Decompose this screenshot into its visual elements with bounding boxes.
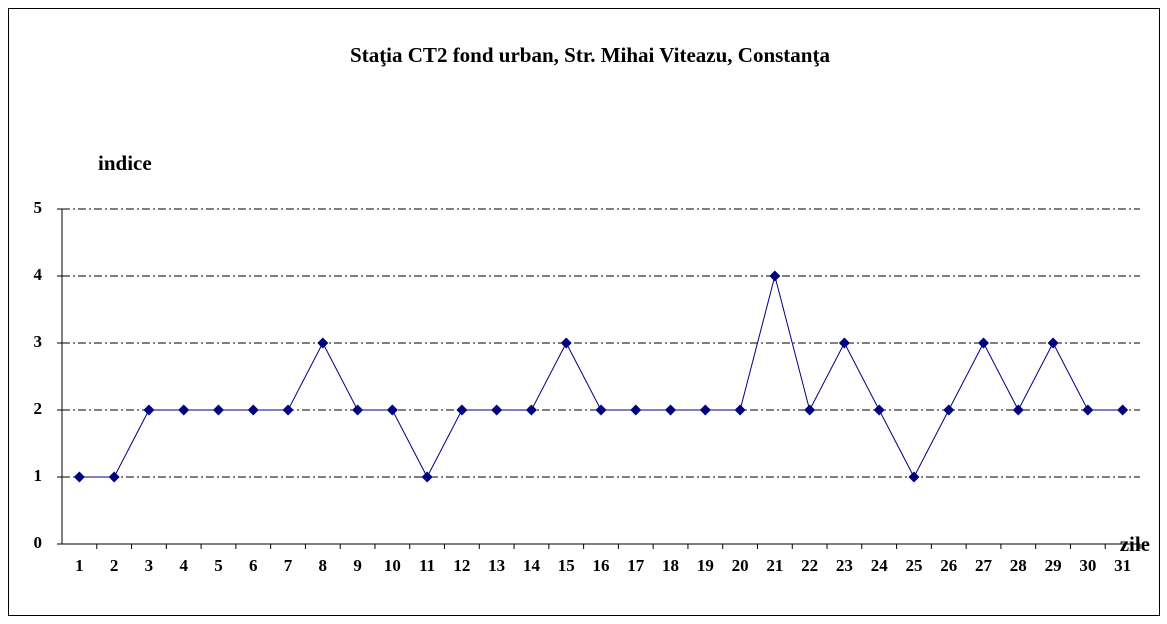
frame	[8, 8, 1160, 616]
x-tick-label: 1	[75, 556, 84, 575]
y-tick-label: 5	[34, 198, 43, 217]
x-tick-label: 24	[871, 556, 889, 575]
point	[491, 404, 503, 416]
x-tick-label: 28	[1010, 556, 1027, 575]
point	[1082, 404, 1094, 416]
point	[421, 471, 433, 483]
point	[352, 404, 364, 416]
point	[143, 404, 155, 416]
x-tick-label: 18	[662, 556, 679, 575]
x-tick-label: 23	[836, 556, 853, 575]
chart-title: Staţia CT2 fond urban, Str. Mihai Viteaz…	[350, 43, 830, 67]
point	[838, 337, 850, 349]
x-tick-label: 5	[214, 556, 223, 575]
x-tick-label: 8	[319, 556, 328, 575]
x-tick-label: 17	[627, 556, 645, 575]
point	[978, 337, 990, 349]
point	[769, 270, 781, 282]
point	[560, 337, 572, 349]
point	[73, 471, 85, 483]
point	[212, 404, 224, 416]
point	[908, 471, 920, 483]
x-tick-label: 19	[697, 556, 714, 575]
point	[108, 471, 120, 483]
x-tick-label: 25	[905, 556, 922, 575]
x-tick-label: 9	[353, 556, 362, 575]
x-tick-label: 22	[801, 556, 818, 575]
x-tick-label: 20	[732, 556, 749, 575]
x-tick-label: 27	[975, 556, 993, 575]
x-tick-label: 26	[940, 556, 957, 575]
point	[630, 404, 642, 416]
y-tick-label: 0	[34, 533, 43, 552]
x-tick-label: 31	[1114, 556, 1131, 575]
x-tick-label: 7	[284, 556, 293, 575]
x-tick-label: 21	[766, 556, 783, 575]
point	[386, 404, 398, 416]
point	[1047, 337, 1059, 349]
x-tick-label: 13	[488, 556, 505, 575]
x-tick-label: 6	[249, 556, 258, 575]
y-tick-label: 3	[34, 332, 43, 351]
point	[943, 404, 955, 416]
y-axis-label: indice	[98, 151, 152, 175]
point	[699, 404, 711, 416]
point	[456, 404, 468, 416]
x-tick-label: 14	[523, 556, 541, 575]
y-tick-label: 1	[34, 466, 43, 485]
y-tick-label: 4	[34, 265, 43, 284]
x-tick-label: 29	[1045, 556, 1062, 575]
point	[282, 404, 294, 416]
x-tick-label: 4	[179, 556, 188, 575]
x-tick-label: 30	[1079, 556, 1096, 575]
y-tick-label: 2	[34, 399, 43, 418]
point	[595, 404, 607, 416]
point	[317, 337, 329, 349]
x-tick-label: 11	[419, 556, 435, 575]
point	[1012, 404, 1024, 416]
point	[665, 404, 677, 416]
point	[873, 404, 885, 416]
point	[804, 404, 816, 416]
x-tick-label: 15	[558, 556, 575, 575]
x-tick-label: 2	[110, 556, 119, 575]
x-tick-label: 16	[593, 556, 610, 575]
x-tick-label: 10	[384, 556, 401, 575]
point	[525, 404, 537, 416]
point	[178, 404, 190, 416]
point	[247, 404, 259, 416]
x-tick-label: 12	[453, 556, 470, 575]
point	[734, 404, 746, 416]
point	[1117, 404, 1129, 416]
x-tick-label: 3	[145, 556, 154, 575]
